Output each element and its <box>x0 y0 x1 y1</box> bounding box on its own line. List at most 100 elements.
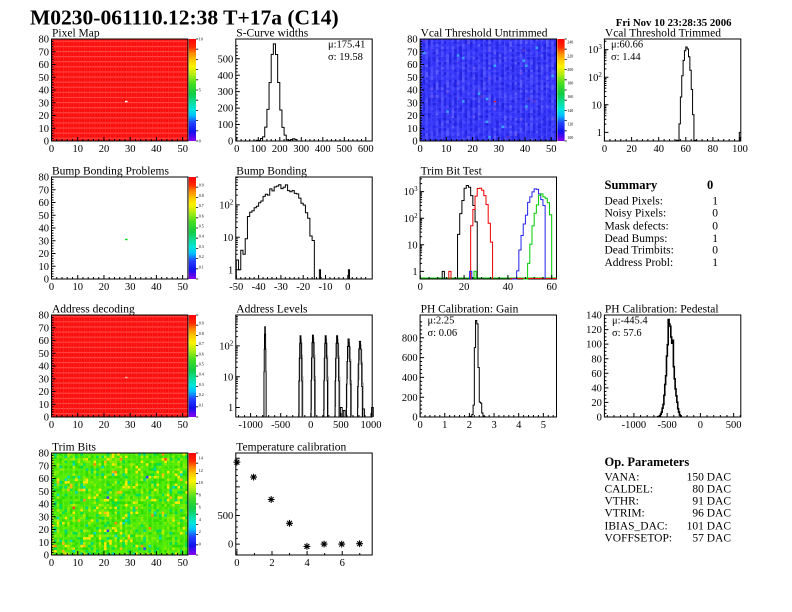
svg-text:VTHR:: VTHR: <box>605 496 640 508</box>
svg-text:10: 10 <box>39 400 50 411</box>
svg-text:80: 80 <box>39 311 50 322</box>
svg-text:σ: 57.6: σ: 57.6 <box>612 328 642 339</box>
svg-text:30: 30 <box>407 98 418 109</box>
svg-text:1: 1 <box>228 403 233 414</box>
svg-text:500: 500 <box>333 420 349 431</box>
svg-text:6: 6 <box>340 558 345 569</box>
svg-text:40: 40 <box>39 362 50 373</box>
svg-text:30: 30 <box>39 512 50 523</box>
svg-text:60: 60 <box>39 198 50 209</box>
svg-text:Fri Nov 10 23:28:35 2006: Fri Nov 10 23:28:35 2006 <box>616 17 732 29</box>
svg-text:60: 60 <box>546 282 557 293</box>
svg-text:160: 160 <box>567 94 573 99</box>
svg-text:60: 60 <box>681 144 692 155</box>
svg-text:σ: 19.58: σ: 19.58 <box>328 52 363 63</box>
svg-text:40: 40 <box>520 144 531 155</box>
svg-text:500: 500 <box>218 511 234 522</box>
svg-text:150 DAC: 150 DAC <box>687 472 732 484</box>
svg-text:20: 20 <box>459 282 470 293</box>
svg-text:80: 80 <box>39 35 50 46</box>
svg-text:Summary: Summary <box>605 178 659 192</box>
svg-text:0: 0 <box>707 178 713 192</box>
svg-text:40: 40 <box>591 384 602 395</box>
svg-text:80: 80 <box>39 173 50 184</box>
svg-text:10: 10 <box>591 100 602 111</box>
svg-text:2: 2 <box>467 420 472 431</box>
svg-text:30: 30 <box>125 144 136 155</box>
svg-text:Bump Bonding Problems: Bump Bonding Problems <box>52 166 169 178</box>
svg-text:6: 6 <box>199 505 201 510</box>
svg-text:-500: -500 <box>271 420 290 431</box>
svg-text:70: 70 <box>39 323 50 334</box>
svg-text:30: 30 <box>125 282 136 293</box>
svg-text:0: 0 <box>597 413 602 424</box>
svg-text:0: 0 <box>417 144 422 155</box>
svg-text:100: 100 <box>732 144 748 155</box>
svg-text:0.9: 0.9 <box>199 183 204 188</box>
svg-text:-50: -50 <box>229 282 243 293</box>
svg-text:0: 0 <box>234 558 239 569</box>
svg-text:0: 0 <box>44 551 49 562</box>
svg-text:0: 0 <box>712 245 718 257</box>
svg-text:0.8: 0.8 <box>199 331 204 336</box>
svg-text:180: 180 <box>567 80 573 85</box>
svg-text:20: 20 <box>39 249 50 260</box>
svg-text:96 DAC: 96 DAC <box>692 508 731 520</box>
svg-text:60: 60 <box>39 336 50 347</box>
svg-text:Noisy Pixels:: Noisy Pixels: <box>605 208 667 220</box>
svg-text:12: 12 <box>199 468 203 473</box>
svg-text:30: 30 <box>39 98 50 109</box>
svg-text:0.9: 0.9 <box>199 321 204 326</box>
svg-text:8: 8 <box>199 492 201 497</box>
svg-text:Trim Bit Test: Trim Bit Test <box>421 166 483 178</box>
svg-text:100: 100 <box>586 340 602 351</box>
svg-text:0: 0 <box>199 139 201 144</box>
svg-text:0: 0 <box>44 275 49 286</box>
svg-text:Address Levels: Address Levels <box>236 304 308 316</box>
svg-text:0: 0 <box>698 420 703 431</box>
svg-text:20: 20 <box>39 525 50 536</box>
svg-text:10: 10 <box>72 558 83 569</box>
svg-text:40: 40 <box>39 224 50 235</box>
svg-text:10: 10 <box>407 124 418 135</box>
svg-text:70: 70 <box>407 47 418 58</box>
svg-text:500: 500 <box>336 144 352 155</box>
svg-text:10: 10 <box>199 37 203 42</box>
svg-text:VANA:: VANA: <box>605 472 640 484</box>
svg-text:60: 60 <box>591 369 602 380</box>
svg-text:70: 70 <box>39 185 50 196</box>
svg-text:σ: 0.06: σ: 0.06 <box>428 328 458 339</box>
svg-text:50: 50 <box>177 558 188 569</box>
svg-text:μ:-445.4: μ:-445.4 <box>612 316 648 327</box>
svg-text:0: 0 <box>712 208 718 220</box>
svg-text:Address decoding: Address decoding <box>52 304 135 316</box>
svg-text:S-Curve widths: S-Curve widths <box>236 28 308 40</box>
svg-text:40: 40 <box>653 144 664 155</box>
svg-text:240: 240 <box>567 40 573 45</box>
svg-text:-30: -30 <box>274 282 288 293</box>
svg-text:70: 70 <box>39 47 50 58</box>
svg-text:400: 400 <box>218 71 234 82</box>
svg-text:100: 100 <box>218 120 234 131</box>
svg-text:50: 50 <box>177 420 188 431</box>
svg-text:10: 10 <box>223 372 234 383</box>
svg-text:300: 300 <box>218 87 234 98</box>
svg-text:CALDEL:: CALDEL: <box>605 484 654 496</box>
svg-text:20: 20 <box>99 144 110 155</box>
svg-text:-10: -10 <box>319 282 333 293</box>
svg-text:10: 10 <box>72 144 83 155</box>
svg-text:10: 10 <box>72 420 83 431</box>
svg-text:Address Probl:: Address Probl: <box>605 257 674 269</box>
svg-text:0.7: 0.7 <box>199 341 204 346</box>
svg-text:30: 30 <box>39 236 50 247</box>
svg-text:M0230-061110.12:38 T+17a (C14): M0230-061110.12:38 T+17a (C14) <box>30 6 339 30</box>
svg-text:20: 20 <box>99 282 110 293</box>
svg-text:80 DAC: 80 DAC <box>692 484 731 496</box>
svg-text:2: 2 <box>269 558 274 569</box>
svg-text:50: 50 <box>407 73 418 84</box>
svg-text:-1000: -1000 <box>622 420 647 431</box>
svg-text:100: 100 <box>567 135 573 140</box>
svg-text:10: 10 <box>223 233 234 244</box>
svg-text:VOFFSETOP:: VOFFSETOP: <box>605 533 673 545</box>
svg-text:0.7: 0.7 <box>199 203 204 208</box>
